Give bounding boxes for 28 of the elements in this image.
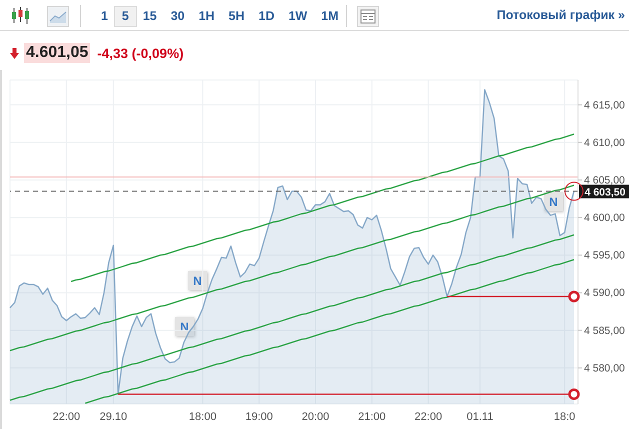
- x-tick-label: 20:00: [302, 410, 330, 423]
- line-series: [84, 259, 575, 404]
- letter-badge: N: [544, 192, 563, 211]
- x-tick-label: 18:00: [188, 410, 216, 423]
- x-tick-label: 22:00: [52, 410, 80, 423]
- text: Потоковый график »: [496, 8, 625, 22]
- x-tick-label: 22:00: [414, 410, 442, 423]
- y-tick-label: 4 600,00: [584, 212, 626, 224]
- x-tick-label: 29.10: [100, 410, 128, 423]
- y-tick-label: 4 610,00: [584, 136, 626, 149]
- y-tick-label: 4 615,00: [584, 99, 626, 112]
- letter-badge: N: [188, 271, 207, 290]
- x-tick-label: 18:0: [554, 410, 576, 423]
- chart-subtitle: -4,33 (-0,09%): [97, 46, 184, 60]
- y-tick-label: 4 605,00: [584, 174, 626, 186]
- y-tick-label: 4 585,00: [584, 324, 626, 337]
- line-series: [9, 234, 575, 401]
- x-tick-label: 19:00: [245, 410, 273, 423]
- y-tick-label: 4 595,00: [584, 250, 626, 262]
- annotation: N: [549, 194, 558, 208]
- x-tick-label: 21:00: [358, 410, 386, 423]
- ref-line-label: 4 603,50: [584, 186, 626, 198]
- y-tick-label: 4 590,00: [584, 287, 626, 300]
- text: 1 5 15 30 1H 5H 1D 1W 1M: [101, 9, 339, 23]
- annotation: N: [193, 274, 202, 288]
- y-tick-label: 4 580,00: [584, 362, 626, 374]
- chart-title: 4.601,05: [24, 43, 90, 63]
- x-tick-label: 01.11: [466, 410, 494, 423]
